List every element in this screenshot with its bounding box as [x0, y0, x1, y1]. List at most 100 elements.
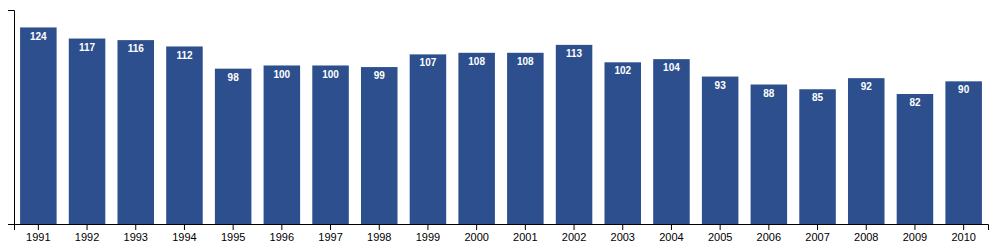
- bar: [799, 89, 836, 224]
- x-tick: 2010: [951, 224, 975, 243]
- x-tick: 1995: [221, 224, 245, 243]
- data-label: 108: [517, 56, 534, 67]
- data-label: 102: [614, 65, 631, 76]
- bar: [458, 53, 495, 224]
- x-tick-label: 2006: [757, 231, 781, 243]
- x-tick-mark: [281, 224, 282, 230]
- data-label: 85: [812, 92, 824, 103]
- x-tick: 1996: [270, 224, 294, 243]
- plot: 1991 1992 1993 1994 1995 1996 1997 1998 1999 2000…: [8, 11, 989, 243]
- data-label: 82: [909, 97, 921, 108]
- x-tick: 1997: [318, 224, 342, 243]
- bar: [945, 81, 982, 224]
- data-label: 117: [79, 42, 96, 53]
- bar: [361, 67, 398, 224]
- x-axis-line: [15, 225, 989, 231]
- bar: [751, 85, 788, 224]
- x-tick-label: 2009: [903, 231, 927, 243]
- x-tick-label: 2000: [464, 231, 488, 243]
- y-axis-line: [8, 11, 15, 225]
- bar: [117, 40, 154, 224]
- x-tick-label: 2010: [951, 231, 975, 243]
- x-tick-label: 1993: [124, 231, 148, 243]
- x-tick-mark: [525, 224, 526, 230]
- x-tick-label: 1992: [75, 231, 99, 243]
- x-tick: 2008: [854, 224, 878, 243]
- bar: [312, 65, 349, 224]
- bar: [20, 27, 57, 224]
- x-tick: 1993: [124, 224, 148, 243]
- x-tick-mark: [914, 224, 915, 230]
- x-tick-mark: [817, 224, 818, 230]
- x-tick-label: 2007: [805, 231, 829, 243]
- x-tick-mark: [427, 224, 428, 230]
- x-tick-mark: [574, 224, 575, 230]
- bar: [556, 45, 593, 224]
- x-tick: 2006: [757, 224, 781, 243]
- x-tick: 1994: [172, 224, 196, 243]
- chart: 1991 1992 1993 1994 1995 1996 1997 1998 1999 2000…: [0, 0, 1000, 250]
- data-label: 100: [322, 69, 339, 80]
- data-label: 93: [715, 80, 727, 91]
- x-tick-mark: [379, 224, 380, 230]
- data-label: 100: [274, 69, 291, 80]
- x-tick-mark: [963, 224, 964, 230]
- x-tick: 2000: [464, 224, 488, 243]
- x-tick: 2002: [562, 224, 586, 243]
- x-tick-mark: [866, 224, 867, 230]
- bar: [264, 65, 301, 224]
- x-tick-label: 1997: [318, 231, 342, 243]
- data-label: 112: [176, 50, 193, 61]
- x-tick-label: 2003: [611, 231, 635, 243]
- x-tick-mark: [135, 224, 136, 230]
- x-tick-label: 1995: [221, 231, 245, 243]
- x-tick-label: 1998: [367, 231, 391, 243]
- data-label: 98: [228, 72, 240, 83]
- x-tick-mark: [671, 224, 672, 230]
- x-tick-label: 1991: [26, 231, 50, 243]
- bar: [410, 54, 447, 224]
- x-tick: 2005: [708, 224, 732, 243]
- data-label: 92: [861, 81, 873, 92]
- x-tick-mark: [184, 224, 185, 230]
- x-tick: 2009: [903, 224, 927, 243]
- x-tick-mark: [330, 224, 331, 230]
- x-tick-mark: [87, 224, 88, 230]
- data-label: 124: [30, 31, 47, 42]
- data-label: 90: [958, 84, 970, 95]
- x-tick: 1998: [367, 224, 391, 243]
- bar: [166, 46, 203, 224]
- data-label: 116: [128, 43, 145, 54]
- x-tick-mark: [233, 224, 234, 230]
- data-label: 113: [566, 48, 583, 59]
- bar: [604, 62, 641, 224]
- bar: [653, 59, 690, 224]
- x-tick: 1991: [26, 224, 50, 243]
- data-label: 108: [468, 56, 485, 67]
- x-tick-mark: [38, 224, 39, 230]
- x-tick-mark: [768, 224, 769, 230]
- x-tick-label: 1996: [270, 231, 294, 243]
- x-tick-label: 2008: [854, 231, 878, 243]
- x-axis: 1991 1992 1993 1994 1995 1996 1997 1998 1999 2000…: [15, 224, 989, 243]
- x-tick: 1992: [75, 224, 99, 243]
- x-tick-label: 2004: [659, 231, 683, 243]
- x-tick: 2003: [611, 224, 635, 243]
- bar: [848, 78, 885, 224]
- x-tick-label: 1994: [172, 231, 196, 243]
- x-tick-mark: [622, 224, 623, 230]
- x-tick-label: 2002: [562, 231, 586, 243]
- x-tick: 2001: [513, 224, 537, 243]
- x-tick-label: 1999: [416, 231, 440, 243]
- x-tick-mark: [476, 224, 477, 230]
- bars: [20, 27, 982, 224]
- x-tick: 2004: [659, 224, 683, 243]
- x-tick: 1999: [416, 224, 440, 243]
- x-tick-label: 2005: [708, 231, 732, 243]
- data-labels: 1241171161129810010099107108108113102104…: [30, 31, 970, 109]
- x-tick-mark: [720, 224, 721, 230]
- bar: [897, 94, 934, 224]
- data-label: 99: [374, 70, 386, 81]
- data-label: 88: [763, 88, 775, 99]
- x-tick: 2007: [805, 224, 829, 243]
